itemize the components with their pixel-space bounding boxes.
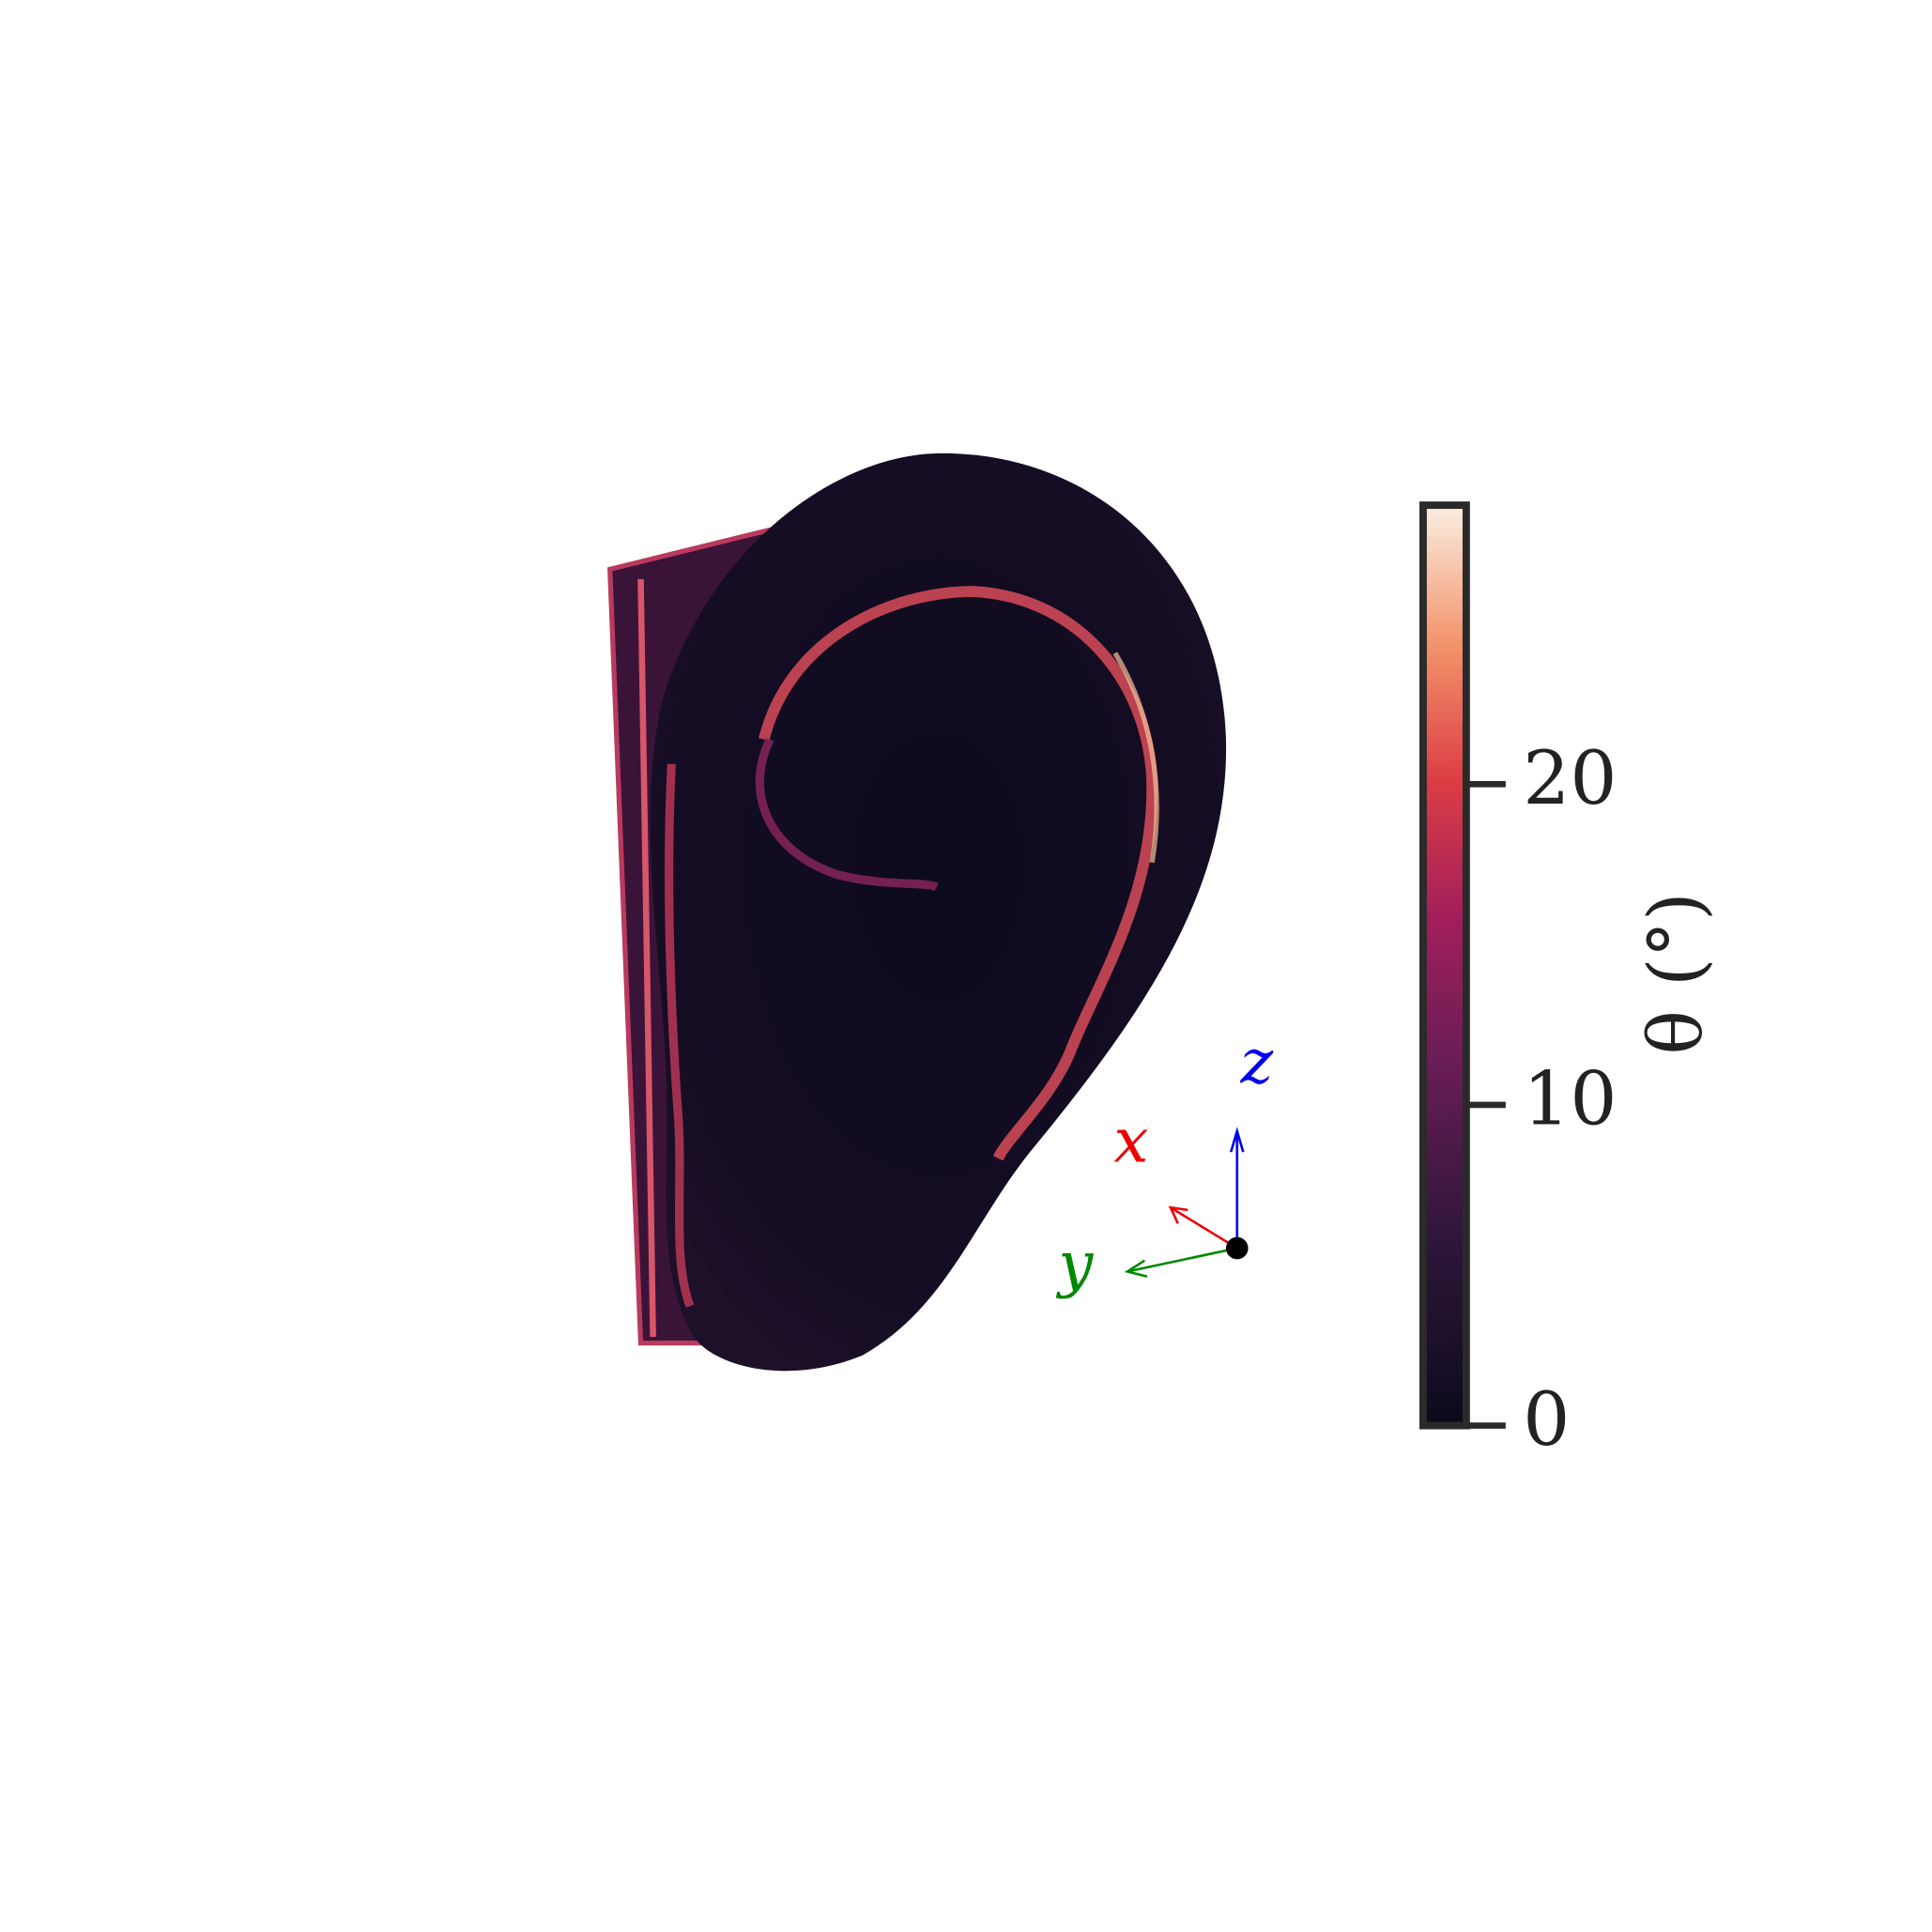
z-arrowhead [1229,1127,1245,1153]
x-arrow [1170,1206,1238,1250]
colorbar: 0 10 20θ (°) [1419,501,1719,1463]
colorbar-tick-label: 10 [1523,1055,1617,1142]
y-arrow [1127,1247,1238,1273]
colorbar-gradient [1419,501,1470,1430]
antihelix [755,737,939,892]
z-label: z [1239,1027,1273,1098]
origin-dot [1225,1236,1249,1260]
x-arrowhead [1168,1205,1188,1224]
x-label: x [1113,1106,1148,1177]
axes-triad: x y z [1055,1027,1273,1300]
plate-edge [637,578,656,1338]
y-label: y [1055,1229,1094,1300]
helix-rim [759,586,1158,1161]
colorbar-tick-label: 20 [1523,735,1617,821]
helix-highlight [1112,652,1159,864]
colorbar-tick-label: 0 [1523,1376,1570,1463]
ear-render [606,452,1227,1372]
y-arrowhead [1124,1259,1148,1279]
colorbar-label: θ (°) [1633,892,1719,1054]
front-rim [665,763,695,1308]
